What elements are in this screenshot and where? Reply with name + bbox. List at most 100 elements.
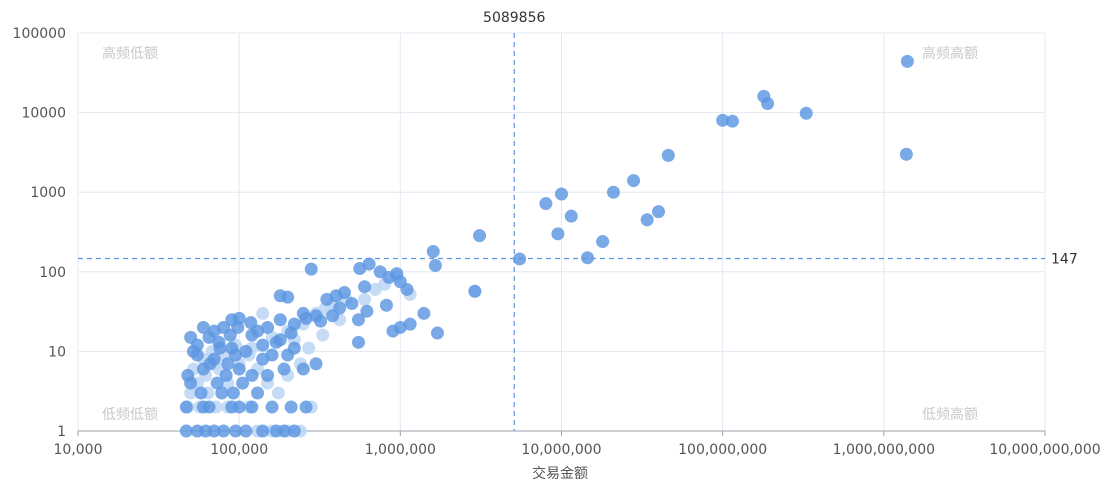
axes: 10,000 100,000 1,000,000 10,000,000 100,000,… bbox=[13, 26, 1101, 458]
data-point bbox=[761, 97, 775, 111]
data-point bbox=[210, 376, 224, 390]
data-point bbox=[207, 424, 221, 438]
x-axis-title: 交易金额 bbox=[532, 465, 588, 482]
data-point bbox=[351, 313, 365, 327]
data-point bbox=[551, 227, 565, 241]
data-point bbox=[428, 258, 442, 272]
data-point bbox=[596, 235, 610, 249]
y-tick-label: 100 bbox=[39, 265, 66, 281]
data-point bbox=[417, 306, 431, 320]
data-point-light bbox=[271, 386, 285, 400]
data-point bbox=[245, 400, 259, 414]
data-point bbox=[581, 251, 595, 265]
quadrant-top-left: 高频低额 bbox=[102, 45, 158, 62]
data-point bbox=[296, 362, 310, 376]
data-point bbox=[287, 424, 301, 438]
data-point bbox=[304, 262, 318, 276]
data-point bbox=[244, 316, 258, 330]
data-point bbox=[245, 368, 259, 382]
data-point-light bbox=[316, 328, 330, 342]
quadrant-labels: 高频低额 高频高额 低频低额 低频高额 bbox=[102, 45, 978, 423]
data-point bbox=[661, 148, 675, 162]
data-point bbox=[299, 400, 313, 414]
data-point bbox=[277, 424, 291, 438]
data-point bbox=[245, 328, 259, 342]
data-point bbox=[219, 368, 233, 382]
x-tick-label: 10,000,000,000 bbox=[989, 442, 1100, 458]
data-point bbox=[564, 209, 578, 223]
y-tick-label: 10000 bbox=[21, 106, 66, 122]
data-point bbox=[184, 376, 198, 390]
data-point bbox=[226, 386, 240, 400]
data-point bbox=[284, 400, 298, 414]
data-point bbox=[202, 330, 216, 344]
y-tick-label: 10 bbox=[48, 344, 66, 360]
data-point bbox=[353, 262, 367, 276]
data-point-light bbox=[256, 306, 270, 320]
data-point bbox=[403, 317, 417, 331]
grid bbox=[77, 32, 1046, 432]
data-point-light bbox=[302, 341, 316, 355]
data-point bbox=[194, 386, 208, 400]
data-point bbox=[555, 187, 568, 201]
y-tick-label: 1000 bbox=[30, 185, 66, 201]
data-point bbox=[186, 344, 200, 358]
data-point bbox=[345, 296, 359, 310]
quadrant-bottom-left: 低频低额 bbox=[102, 407, 158, 423]
data-point-light bbox=[184, 386, 198, 400]
data-point bbox=[468, 284, 482, 298]
data-point bbox=[217, 424, 231, 438]
data-point bbox=[284, 326, 298, 340]
data-point bbox=[309, 357, 323, 371]
data-point bbox=[320, 292, 334, 306]
data-point bbox=[179, 424, 193, 438]
data-point bbox=[265, 400, 279, 414]
data-point bbox=[899, 147, 913, 161]
data-point bbox=[232, 362, 246, 376]
data-point bbox=[360, 304, 374, 318]
data-point bbox=[326, 309, 340, 323]
y-reference-label: 147 bbox=[1051, 251, 1078, 267]
data-point bbox=[236, 376, 250, 390]
data-point bbox=[273, 313, 287, 327]
data-point bbox=[725, 114, 739, 128]
data-point bbox=[239, 344, 253, 358]
data-point bbox=[426, 244, 440, 258]
data-point bbox=[229, 348, 243, 362]
data-point bbox=[627, 174, 641, 188]
data-point bbox=[299, 311, 313, 325]
x-tick-label: 10,000,000 bbox=[521, 442, 601, 458]
data-point bbox=[379, 298, 393, 312]
data-point bbox=[473, 229, 487, 243]
data-point bbox=[273, 289, 287, 303]
x-tick-label: 10,000 bbox=[54, 442, 103, 458]
data-point bbox=[215, 386, 229, 400]
data-point bbox=[256, 352, 270, 366]
data-point bbox=[900, 54, 914, 68]
data-point bbox=[251, 386, 265, 400]
data-point bbox=[179, 400, 193, 414]
data-point bbox=[716, 113, 730, 127]
data-point bbox=[256, 424, 270, 438]
data-point bbox=[314, 314, 328, 328]
data-point bbox=[277, 362, 291, 376]
data-point bbox=[261, 368, 275, 382]
data-point bbox=[225, 400, 239, 414]
data-point bbox=[400, 282, 414, 296]
data-point bbox=[287, 341, 301, 355]
data-point bbox=[221, 357, 235, 371]
y-tick-label: 1 bbox=[57, 424, 66, 440]
data-point bbox=[256, 338, 270, 352]
data-point bbox=[239, 424, 253, 438]
x-tick-label: 1,000,000 bbox=[365, 442, 436, 458]
reference-lines: 5089856 147 bbox=[78, 10, 1078, 431]
data-point bbox=[430, 326, 444, 340]
data-point bbox=[386, 324, 400, 338]
data-point-light bbox=[358, 292, 372, 306]
data-point bbox=[640, 213, 654, 227]
data-point bbox=[652, 205, 666, 219]
data-point bbox=[203, 357, 217, 371]
data-point bbox=[231, 320, 245, 334]
